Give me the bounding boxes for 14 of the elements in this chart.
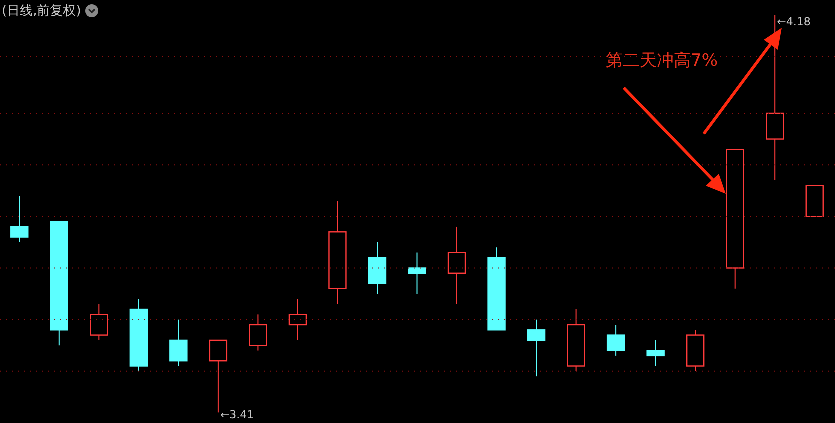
- annotation: ←4.18: [777, 15, 811, 28]
- candlestick: [408, 252, 426, 295]
- annotation: ←3.41: [220, 408, 254, 422]
- candlestick: [288, 298, 308, 341]
- candlestick: [249, 314, 268, 352]
- candlestick: [606, 324, 626, 356]
- candlestick: [90, 304, 108, 341]
- chart-title: (日线,前复权): [2, 3, 82, 20]
- annotation: 第二天冲高7%: [606, 50, 718, 72]
- candlestick: [527, 319, 546, 378]
- candlestick: [10, 196, 29, 243]
- candlestick: [448, 226, 466, 305]
- candlestick: [170, 319, 188, 367]
- candlestick: [646, 340, 665, 367]
